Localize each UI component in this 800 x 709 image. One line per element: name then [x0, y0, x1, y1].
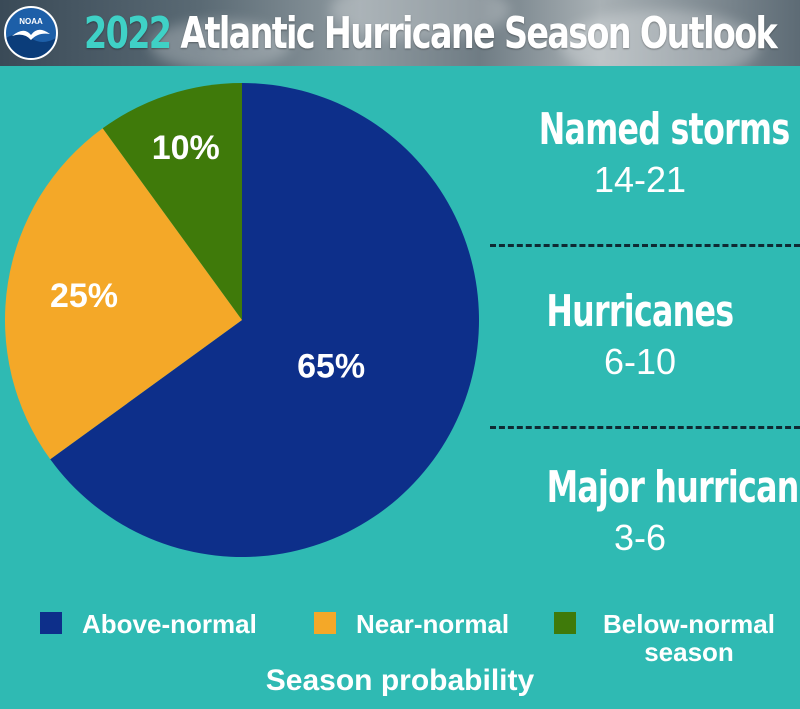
legend-swatch: [554, 612, 576, 634]
page-title: 2022 Atlantic Hurricane Season Outlook: [84, 4, 778, 64]
pie-label-above-normal: 65%: [297, 347, 365, 385]
legend-item-near-normal: Near-normal: [314, 610, 509, 638]
header-banner: NOAA 2022 Atlantic Hurricane Season Outl…: [0, 0, 800, 66]
noaa-bird-icon: [6, 29, 56, 58]
stat-label: Hurricanes: [546, 286, 734, 337]
pie-label-below-normal: 10%: [152, 129, 220, 167]
stat-major-hurricanes: Major hurricanes 3-6: [490, 462, 800, 558]
stat-label: Named storms: [538, 104, 790, 155]
logo-text: NOAA: [19, 17, 43, 26]
legend-item-below-normal: Below-normal season: [554, 610, 782, 666]
legend-swatch: [40, 612, 62, 634]
legend-item-above-normal: Above-normal: [40, 610, 257, 638]
stat-named-storms: Named storms 14-21: [490, 104, 790, 200]
title-year: 2022: [84, 8, 172, 59]
pie-slice-below-normal: [102, 83, 243, 320]
legend-swatch: [314, 612, 336, 634]
legend-label: Below-normal season: [603, 609, 775, 667]
stat-label: Major hurricanes: [546, 462, 800, 513]
stat-value: 6-10: [603, 341, 677, 382]
title-text: Atlantic Hurricane Season Outlook: [180, 8, 777, 59]
stat-value: 14-21: [593, 159, 687, 200]
stat-value: 3-6: [613, 517, 667, 558]
noaa-logo: NOAA: [4, 6, 58, 60]
legend-label: Near-normal: [356, 609, 510, 639]
pie-slice-above-normal: [50, 83, 480, 558]
pie-slice-near-normal: [4, 128, 242, 460]
probability-pie-chart: 65% 25% 10%: [4, 83, 480, 558]
divider: [490, 426, 800, 429]
legend-label: Above-normal: [82, 609, 257, 639]
divider: [490, 244, 800, 247]
pie-label-near-normal: 25%: [50, 277, 118, 315]
stat-hurricanes: Hurricanes 6-10: [490, 286, 790, 382]
chart-caption: Season probability: [265, 664, 535, 697]
